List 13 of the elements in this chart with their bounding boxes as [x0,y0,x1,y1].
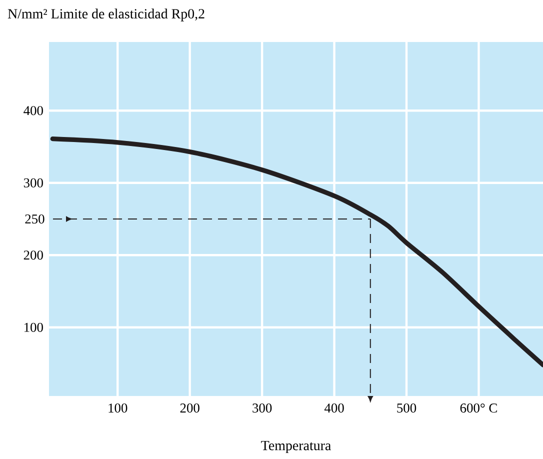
y-tick-label: 300 [24,178,43,188]
y-tick-label: 400 [24,106,43,116]
y-tick-label: 200 [24,250,43,260]
y-axis-title: N/mm² Limite de elasticidad Rp0,2 [8,8,204,22]
x-tick-label: 200 [180,404,200,413]
y-tick-label: 100 [24,322,43,332]
x-tick-label: 400 [324,404,344,413]
x-axis-title: Temperatura [261,440,331,454]
x-tick-label: 600° C [460,404,497,413]
x-tick-label: 100 [108,404,128,413]
ref-line-label: 250 [25,214,44,224]
x-tick-label: 500 [397,404,416,413]
x-tick-label: 300 [252,404,272,413]
